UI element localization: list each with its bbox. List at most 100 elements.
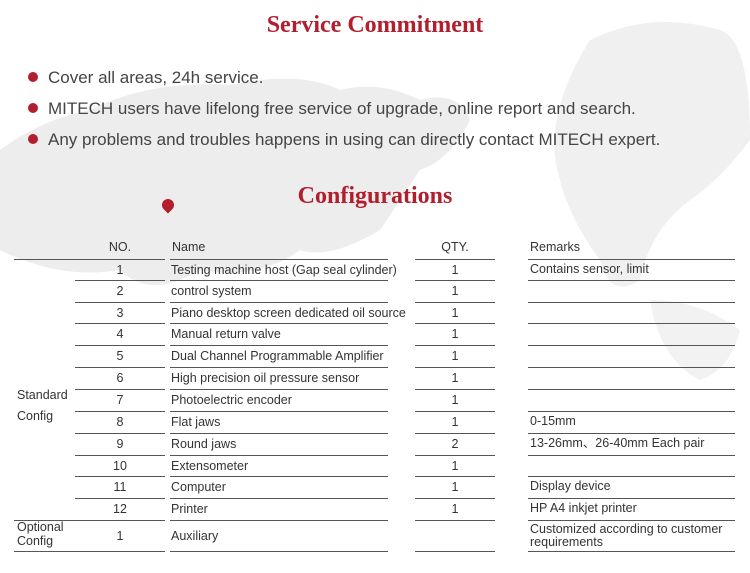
row-divider (75, 433, 165, 434)
row-divider (170, 411, 388, 412)
qty-cell: 1 (451, 393, 459, 407)
row-divider (75, 389, 165, 390)
row-divider (170, 280, 388, 281)
row-divider (528, 323, 735, 324)
no-cell: 1 (116, 262, 124, 277)
service-title: Service Commitment (266, 12, 484, 38)
qty-cell: 1 (451, 415, 459, 429)
row-divider (75, 498, 165, 499)
header-qty: QTY. (441, 240, 469, 254)
row-divider (528, 455, 735, 456)
row-divider (170, 476, 388, 477)
remarks-cell: Contains sensor, limit (530, 261, 649, 276)
row-divider (75, 345, 165, 346)
qty-cell: 1 (451, 349, 459, 363)
name-cell: Testing machine host (Gap seal cylinder) (171, 262, 397, 277)
row-divider (415, 455, 495, 456)
bullet-item: Any problems and troubles happens in usi… (28, 130, 660, 150)
row-divider (170, 323, 388, 324)
row-divider (415, 323, 495, 324)
row-divider (528, 476, 735, 477)
row-divider (415, 498, 495, 499)
row-divider (528, 498, 735, 499)
name-cell: Printer (171, 502, 208, 516)
row-divider (528, 389, 735, 390)
group-optional: Optional Config (17, 520, 64, 548)
row-divider (415, 345, 495, 346)
no-cell: 2 (116, 284, 124, 298)
name-cell: Manual return valve (171, 327, 281, 341)
no-cell: 12 (113, 502, 127, 516)
row-divider (415, 280, 495, 281)
row-divider (170, 302, 388, 303)
no-cell: 5 (116, 349, 124, 363)
row-divider (170, 551, 388, 552)
row-divider (75, 367, 165, 368)
remarks-cell: 0-15mm (530, 414, 576, 428)
row-divider (528, 520, 735, 521)
header-name: Name (172, 240, 206, 254)
header-remarks: Remarks (530, 240, 581, 254)
row-divider (415, 367, 495, 368)
no-cell: 6 (116, 371, 124, 385)
bullet-dot-icon (28, 134, 38, 144)
qty-cell: 1 (451, 371, 459, 385)
row-divider (415, 389, 495, 390)
bullet-dot-icon (28, 103, 38, 113)
remarks-cell: HP A4 inkjet printer (530, 501, 637, 515)
remarks-cell: Customized according to customer require… (530, 521, 723, 549)
qty-cell: 1 (451, 284, 459, 298)
row-divider (528, 367, 735, 368)
row-divider (170, 520, 388, 521)
row-divider (415, 520, 495, 521)
row-divider (75, 323, 165, 324)
name-cell: Round jaws (171, 437, 237, 451)
qty-cell: 1 (451, 327, 459, 341)
no-cell: 11 (113, 480, 127, 494)
row-divider (415, 259, 495, 260)
no-cell: 7 (116, 393, 124, 407)
name-cell: control system (171, 284, 252, 298)
qty-cell: 1 (451, 305, 459, 320)
name-cell: Auxiliary (171, 528, 219, 543)
row-divider (415, 411, 495, 412)
row-divider (528, 302, 735, 303)
row-divider (528, 411, 735, 412)
qty-cell: 1 (451, 480, 459, 494)
header-no: NO. (108, 240, 132, 254)
row-divider (170, 498, 388, 499)
row-divider (75, 411, 165, 412)
bullet-item: MITECH users have lifelong free service … (28, 99, 636, 119)
row-divider (170, 367, 388, 368)
row-divider (170, 345, 388, 346)
name-cell: Flat jaws (171, 415, 221, 429)
no-cell: 9 (116, 437, 124, 451)
row-divider (170, 389, 388, 390)
row-divider (14, 520, 165, 521)
qty-cell: 1 (451, 458, 459, 473)
row-divider (415, 551, 495, 552)
no-cell: 8 (116, 415, 124, 429)
bullet-item: Cover all areas, 24h service. (28, 68, 263, 88)
remarks-cell: Display device (530, 479, 611, 493)
row-divider (528, 551, 735, 552)
row-divider (75, 455, 165, 456)
remarks-cell: 13-26mm、26-40mm Each pair (530, 436, 705, 450)
no-cell: 4 (116, 327, 124, 341)
group-standard: Standard Config (17, 388, 68, 423)
row-divider (75, 302, 165, 303)
qty-cell: 1 (451, 502, 459, 516)
row-divider (75, 476, 165, 477)
name-cell: Piano desktop screen dedicated oil sourc… (171, 305, 406, 320)
no-cell: 3 (116, 305, 124, 320)
row-divider (528, 280, 735, 281)
row-divider (75, 280, 165, 281)
bullet-dot-icon (28, 72, 38, 82)
row-divider (528, 345, 735, 346)
name-cell: Photoelectric encoder (171, 393, 292, 407)
row-divider (415, 302, 495, 303)
row-divider (415, 476, 495, 477)
config-title: Configurations (297, 183, 453, 209)
no-cell: 10 (113, 458, 127, 473)
